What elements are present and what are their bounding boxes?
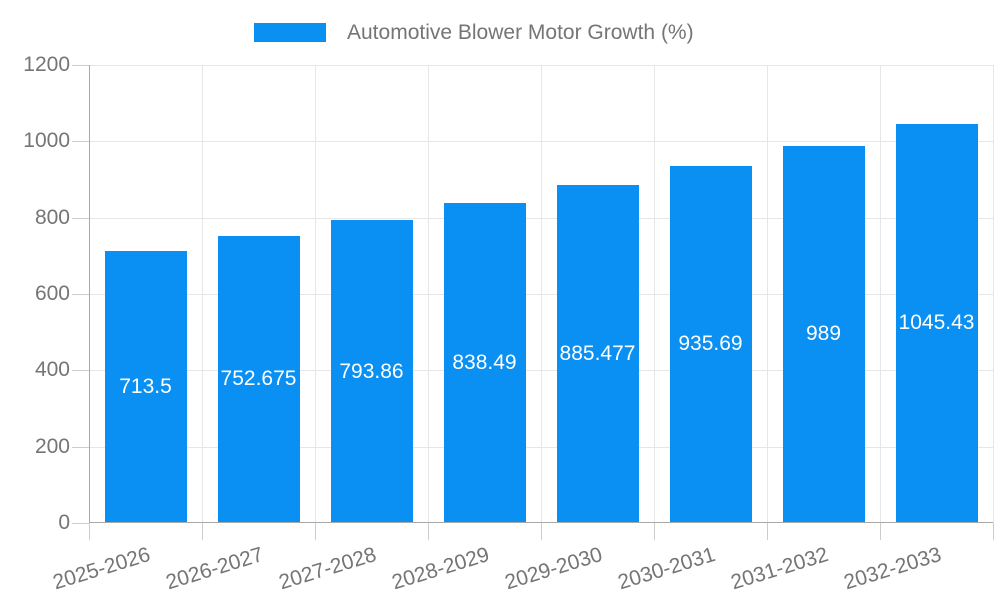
y-axis-tick bbox=[72, 141, 89, 143]
y-axis-tick-label: 600 bbox=[34, 282, 70, 305]
bar-2030-2031[interactable] bbox=[669, 165, 752, 523]
y-axis-tick-label: 1000 bbox=[23, 129, 70, 153]
bar-value-label: 885.477 bbox=[559, 342, 636, 366]
bar-value-label: 838.49 bbox=[452, 350, 517, 374]
y-axis-tick bbox=[72, 523, 89, 524]
bar-2025-2026[interactable] bbox=[104, 250, 187, 523]
bar-2032-2033[interactable] bbox=[895, 123, 978, 523]
x-axis-tick bbox=[428, 523, 429, 540]
gridline-vertical bbox=[880, 65, 881, 523]
bar-2028-2029[interactable] bbox=[443, 202, 526, 523]
bar-value-label: 793.86 bbox=[339, 359, 404, 383]
y-axis-tick bbox=[72, 65, 89, 66]
gridline-vertical bbox=[767, 65, 768, 523]
plot-area: 0 200 400 600 800 1000 1200 713.5 2025-2026 752.6… bbox=[23, 53, 994, 594]
bar-value-label: 989 bbox=[805, 322, 842, 346]
x-axis-tick bbox=[315, 523, 316, 540]
y-axis-line bbox=[89, 65, 90, 523]
x-axis-tick bbox=[541, 523, 542, 540]
gridline-vertical bbox=[541, 65, 542, 523]
gridline-vertical bbox=[993, 65, 994, 523]
y-axis-tick bbox=[72, 294, 89, 295]
gridline-vertical bbox=[428, 65, 429, 523]
y-axis-tick bbox=[72, 217, 89, 219]
bar-2031-2032[interactable] bbox=[782, 145, 865, 523]
bar-value-label: 713.5 bbox=[119, 374, 172, 398]
bar-2026-2027[interactable] bbox=[217, 235, 300, 523]
x-axis-tick bbox=[654, 523, 655, 540]
x-axis-tick bbox=[202, 523, 203, 540]
bar-value-label: 752.675 bbox=[220, 367, 297, 391]
y-axis-tick-label: 400 bbox=[34, 358, 70, 382]
bar-value-label: 935.69 bbox=[678, 332, 743, 356]
x-axis-tick bbox=[993, 523, 994, 540]
bar-2027-2028[interactable] bbox=[330, 220, 413, 523]
x-axis-line bbox=[89, 522, 993, 523]
x-axis-tick bbox=[880, 523, 881, 540]
y-axis-tick bbox=[72, 370, 89, 372]
y-axis-tick-label: 0 bbox=[58, 511, 70, 534]
gridline-vertical bbox=[202, 65, 203, 523]
y-axis-tick-label: 1200 bbox=[23, 53, 70, 76]
x-axis-tick bbox=[767, 523, 768, 540]
x-axis-tick bbox=[89, 523, 90, 540]
y-axis-tick-label: 200 bbox=[34, 434, 70, 458]
y-axis-tick bbox=[72, 446, 89, 448]
y-axis-tick-label: 800 bbox=[34, 205, 70, 229]
gridline-vertical bbox=[315, 65, 316, 523]
bar-value-label: 1045.43 bbox=[898, 311, 975, 335]
legend-label: Automotive Blower Motor Growth (%) bbox=[347, 21, 694, 44]
legend: Automotive Blower Motor Growth (%) bbox=[0, 0, 1000, 55]
legend-swatch bbox=[254, 23, 326, 42]
gridline-vertical bbox=[654, 65, 655, 523]
bar-2029-2030[interactable] bbox=[556, 185, 639, 523]
